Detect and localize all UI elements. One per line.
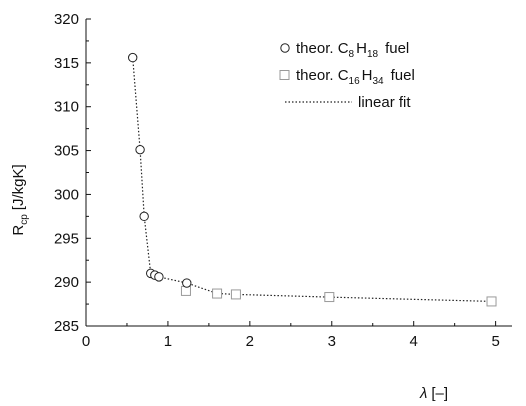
legend-c8-mid: H bbox=[356, 40, 367, 57]
x-axis-title-unit: [–] bbox=[431, 385, 448, 402]
x-axis-title: λ [–] bbox=[419, 385, 448, 402]
data-points-group bbox=[127, 52, 497, 307]
legend-c8-suffix: fuel bbox=[385, 40, 409, 57]
legend: theor. C8 H18 fuel theor. C16 H34 fuel linea… bbox=[279, 40, 415, 111]
legend-c16-n1: 16 bbox=[349, 76, 361, 87]
y-tick-label: 305 bbox=[54, 143, 79, 160]
c16h34-point bbox=[324, 292, 335, 303]
c8h18-point bbox=[182, 278, 192, 288]
y-tick-label: 285 bbox=[54, 318, 79, 335]
x-tick-label: 4 bbox=[410, 333, 418, 350]
linear-fit-line-group bbox=[132, 57, 492, 302]
y-tick-label: 300 bbox=[54, 186, 79, 203]
c8h18-point bbox=[135, 144, 145, 155]
legend-entry-c8h18: theor. C8 H18 fuel bbox=[296, 40, 409, 60]
legend-c16-suffix: fuel bbox=[391, 67, 415, 84]
c8h18-point bbox=[127, 52, 138, 63]
y-axis-title-sub: cp bbox=[19, 214, 30, 225]
x-tick-label: 5 bbox=[491, 333, 499, 350]
c16h34-point bbox=[212, 288, 223, 299]
legend-circle-marker bbox=[280, 43, 290, 53]
y-tick-label: 295 bbox=[54, 230, 79, 247]
legend-c8-n1: 8 bbox=[349, 49, 355, 60]
x-axis-title-symbol: λ bbox=[419, 385, 427, 402]
x-tick-label: 3 bbox=[328, 333, 336, 350]
axes bbox=[85, 19, 512, 327]
legend-entry-c16h34: theor. C16 H34 fuel bbox=[296, 67, 415, 87]
legend-c16-n2: 34 bbox=[373, 76, 385, 87]
x-tick-label: 0 bbox=[82, 333, 90, 350]
y-tick-label: 310 bbox=[54, 99, 79, 116]
y-axis-title-main: R bbox=[10, 225, 27, 236]
y-axis-title: Rcp [J/kgK] bbox=[10, 164, 30, 235]
c16h34-point bbox=[486, 296, 497, 307]
y-tick-label: 315 bbox=[54, 55, 79, 72]
legend-c16-prefix: theor. C bbox=[296, 67, 349, 84]
x-tick-label: 2 bbox=[246, 333, 254, 350]
legend-c16-mid: H bbox=[362, 67, 373, 84]
linear-fit-line bbox=[132, 57, 492, 302]
c16h34-point bbox=[230, 289, 241, 300]
c8h18-point bbox=[139, 211, 149, 222]
legend-entry-linear-fit: linear fit bbox=[358, 94, 411, 111]
y-tick-label: 290 bbox=[54, 274, 79, 291]
y-tick-label: 320 bbox=[54, 11, 79, 28]
y-axis-title-unit: [J/kgK] bbox=[10, 164, 27, 210]
legend-c8-prefix: theor. C bbox=[296, 40, 349, 57]
c16h34-point bbox=[180, 285, 191, 296]
legend-c8-n2: 18 bbox=[367, 49, 379, 60]
c8h18-point bbox=[154, 272, 164, 282]
legend-square-marker bbox=[279, 70, 290, 80]
x-tick-label: 1 bbox=[164, 333, 172, 350]
